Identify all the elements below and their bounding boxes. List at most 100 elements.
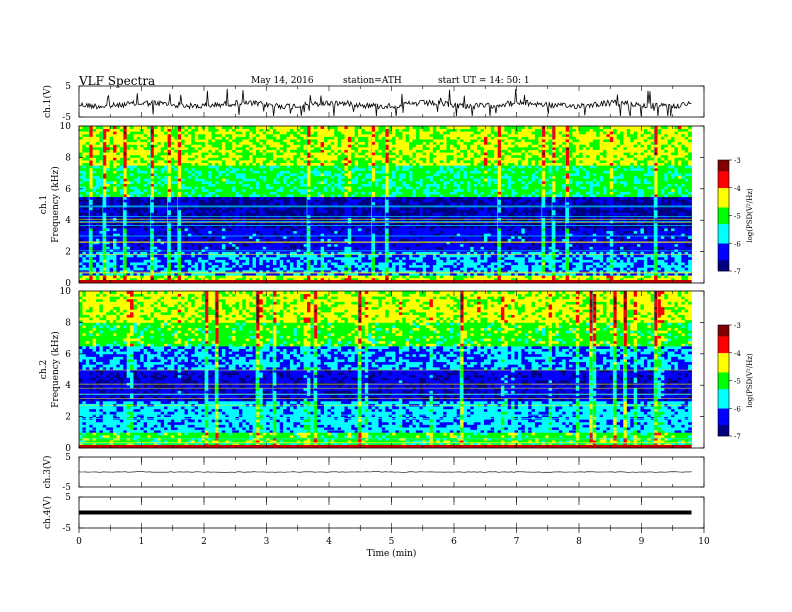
spec-cell-1 bbox=[174, 275, 178, 278]
spec-cell-1 bbox=[406, 275, 410, 278]
spec-cell-1 bbox=[630, 267, 634, 270]
spec-cell-1 bbox=[470, 259, 474, 262]
spec-cell-1 bbox=[593, 265, 597, 268]
spec-cell-1 bbox=[79, 265, 83, 268]
spec-cell-1 bbox=[406, 265, 410, 268]
spec-cell-1 bbox=[375, 275, 379, 278]
spec-cell-1 bbox=[198, 259, 202, 262]
spec-cell-1 bbox=[253, 270, 257, 273]
spec-cell-1 bbox=[467, 267, 471, 270]
spec-cell-1 bbox=[423, 275, 427, 278]
spec-cell-1 bbox=[93, 275, 97, 278]
spec-cell-1 bbox=[392, 262, 396, 265]
spec-cell-1 bbox=[181, 270, 185, 273]
spec-cell-1 bbox=[256, 275, 260, 278]
spec-cell-1 bbox=[130, 257, 134, 260]
spec-cell-1 bbox=[184, 265, 188, 268]
spec-cell-1 bbox=[610, 267, 614, 270]
spec-cell-1 bbox=[127, 254, 131, 257]
spec-cell-1 bbox=[106, 275, 110, 278]
spec-cell-1 bbox=[688, 267, 692, 270]
spec-cell-1 bbox=[93, 267, 97, 270]
spec-cell-1 bbox=[79, 259, 83, 262]
spec-cell-1 bbox=[409, 275, 413, 278]
spec-cell-1 bbox=[327, 262, 331, 265]
spec-cell-1 bbox=[504, 275, 508, 278]
spec-cell-1 bbox=[399, 275, 403, 278]
spec-cell-1 bbox=[569, 267, 573, 270]
spec-cell-1 bbox=[671, 265, 675, 268]
spec-cell-1 bbox=[532, 257, 536, 260]
spec-cell-1 bbox=[89, 262, 93, 265]
spec-cell-1 bbox=[188, 270, 192, 273]
spec-cell-1 bbox=[372, 265, 376, 268]
spec-cell-1 bbox=[610, 275, 614, 278]
spec-cell-1 bbox=[671, 270, 675, 273]
spec-cell-1 bbox=[171, 254, 175, 257]
spec-cell-1 bbox=[344, 262, 348, 265]
spec-cell-1 bbox=[127, 275, 131, 278]
spec-cell-1 bbox=[154, 259, 158, 262]
spec-cell-1 bbox=[137, 262, 141, 265]
spec-cell-1 bbox=[253, 257, 257, 260]
spec-cell-1 bbox=[593, 257, 597, 260]
spec-cell-1 bbox=[266, 262, 270, 265]
spec-cell-1 bbox=[290, 275, 294, 278]
spec-cell-1 bbox=[246, 257, 250, 260]
spec-cell-1 bbox=[395, 262, 399, 265]
spec-cell-1 bbox=[436, 262, 440, 265]
spec-cell-1 bbox=[617, 275, 621, 278]
spec-cell-1 bbox=[188, 262, 192, 265]
spec-cell-1 bbox=[123, 257, 127, 260]
spec-cell-1 bbox=[395, 265, 399, 268]
spec-cell-1 bbox=[242, 275, 246, 278]
spec-cell-1 bbox=[613, 262, 617, 265]
spec-cell-1 bbox=[436, 257, 440, 260]
spec-cell-1 bbox=[338, 257, 342, 260]
spec-cell-1 bbox=[559, 270, 563, 273]
spec-cell-1 bbox=[321, 254, 325, 257]
spec-cell-1 bbox=[504, 270, 508, 273]
spec-cell-1 bbox=[572, 270, 576, 273]
spec-cell-1 bbox=[644, 267, 648, 270]
spec-cell-1 bbox=[171, 267, 175, 270]
spec-cell-1 bbox=[525, 259, 529, 262]
spec-cell-1 bbox=[525, 267, 529, 270]
spec-cell-1 bbox=[307, 257, 311, 260]
spec-cell-1 bbox=[365, 267, 369, 270]
spec-cell-1 bbox=[402, 257, 406, 260]
spec-cell-1 bbox=[130, 270, 134, 273]
spec-cell-1 bbox=[116, 254, 120, 257]
spec-cell-1 bbox=[685, 262, 689, 265]
spec-cell-1 bbox=[137, 270, 141, 273]
spec-cell-1 bbox=[409, 257, 413, 260]
spec-cell-1 bbox=[487, 259, 491, 262]
spec-cell-1 bbox=[552, 259, 556, 262]
spec-cell-1 bbox=[297, 275, 301, 278]
spec-cell-1 bbox=[79, 270, 83, 273]
spec-cell-1 bbox=[671, 262, 675, 265]
spec-cell-1 bbox=[167, 270, 171, 273]
spec-cell-1 bbox=[341, 265, 345, 268]
spec-cell-1 bbox=[644, 275, 648, 278]
spec-cell-1 bbox=[436, 259, 440, 262]
spec-cell-1 bbox=[331, 275, 335, 278]
spec-cell-1 bbox=[116, 259, 120, 262]
spec-cell-1 bbox=[470, 262, 474, 265]
spec-cell-1 bbox=[654, 257, 658, 260]
spec-cell-1 bbox=[569, 265, 573, 268]
spec-cell-1 bbox=[385, 270, 389, 273]
spec-cell-1 bbox=[331, 257, 335, 260]
spec-cell-1 bbox=[317, 262, 321, 265]
spec-cell-1 bbox=[552, 267, 556, 270]
spec-cell-1 bbox=[440, 267, 444, 270]
spec-cell-1 bbox=[637, 262, 641, 265]
spec-cell-1 bbox=[178, 265, 182, 268]
spec-cell-1 bbox=[576, 270, 580, 273]
spec-cell-1 bbox=[341, 259, 345, 262]
spec-cell-1 bbox=[276, 267, 280, 270]
spec-cell-1 bbox=[406, 270, 410, 273]
spec-cell-1 bbox=[559, 259, 563, 262]
spec-cell-1 bbox=[130, 262, 134, 265]
spec-cell-1 bbox=[440, 262, 444, 265]
